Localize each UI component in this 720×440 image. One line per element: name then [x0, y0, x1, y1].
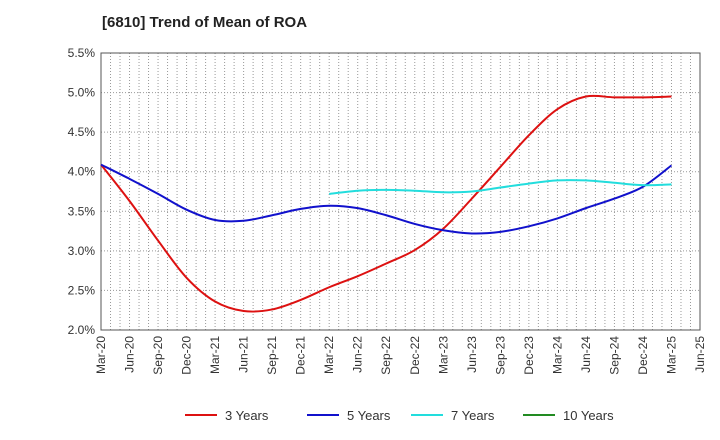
x-tick-label: Sep-22 — [379, 336, 393, 375]
legend-label-7-years: 7 Years — [451, 408, 495, 423]
series-line-7-years — [329, 179, 672, 195]
x-tick-label: Jun-25 — [693, 336, 707, 373]
series-line-3-years — [100, 94, 672, 313]
x-tick-label: Dec-20 — [180, 336, 194, 375]
x-tick-label: Mar-20 — [94, 336, 108, 374]
y-tick-label: 4.0% — [68, 165, 96, 179]
y-tick-label: 2.0% — [68, 323, 96, 337]
legend-label-3-years: 3 Years — [225, 408, 269, 423]
x-tick-label: Sep-20 — [151, 336, 165, 375]
x-tick-label: Jun-24 — [579, 336, 593, 373]
x-tick-label: Dec-21 — [294, 336, 308, 375]
x-tick-label: Dec-24 — [636, 336, 650, 375]
x-tick-label: Dec-23 — [522, 336, 536, 375]
y-tick-label: 3.0% — [68, 244, 96, 258]
y-tick-label: 4.5% — [68, 125, 96, 139]
legend-label-10-years: 10 Years — [563, 408, 614, 423]
y-tick-label: 5.5% — [68, 46, 96, 60]
series-line-5-years — [100, 163, 673, 235]
x-tick-label: Jun-21 — [237, 336, 251, 373]
x-tick-label: Sep-23 — [493, 336, 507, 375]
x-tick-label: Mar-24 — [550, 336, 564, 374]
x-tick-label: Mar-21 — [208, 336, 222, 374]
chart-title: [6810] Trend of Mean of ROA — [102, 14, 308, 31]
y-tick-label: 3.5% — [68, 204, 96, 218]
x-tick-label: Mar-22 — [322, 336, 336, 374]
x-tick-label: Sep-21 — [265, 336, 279, 375]
plot-border — [100, 52, 701, 331]
x-tick-label: Mar-25 — [664, 336, 678, 374]
y-tick-label: 5.0% — [68, 86, 96, 100]
x-tick-label: Jun-23 — [465, 336, 479, 373]
x-tick-label: Jun-22 — [351, 336, 365, 373]
legend-label-5-years: 5 Years — [347, 408, 391, 423]
y-tick-label: 2.5% — [68, 283, 96, 297]
x-tick-label: Jun-20 — [123, 336, 137, 373]
x-tick-label: Mar-23 — [436, 336, 450, 374]
x-tick-label: Dec-22 — [408, 336, 422, 375]
plot-area — [101, 53, 700, 330]
x-tick-label: Sep-24 — [607, 336, 621, 375]
